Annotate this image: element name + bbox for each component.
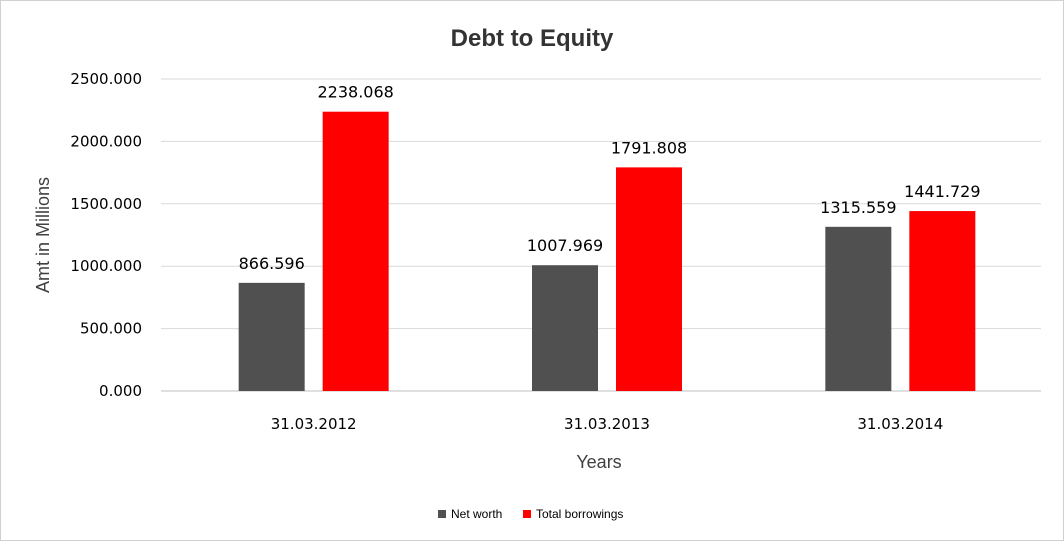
- bar: [909, 211, 976, 391]
- x-tick-label: 31.03.2013: [564, 415, 650, 433]
- data-label: 1791.808: [611, 138, 687, 157]
- bar: [322, 111, 389, 391]
- data-label: 2238.068: [317, 83, 393, 102]
- legend-entry: Total borrowings: [536, 507, 623, 521]
- bars: [238, 111, 976, 391]
- bar: [532, 265, 598, 391]
- bar: [825, 226, 892, 391]
- bar: [616, 167, 682, 391]
- y-tick-label: 0.000: [99, 382, 142, 400]
- chart-title: Debt to Equity: [451, 25, 614, 52]
- y-tick-label: 1000.000: [70, 257, 142, 275]
- data-label: 866.596: [239, 254, 305, 273]
- gridlines: [161, 78, 1041, 392]
- data-label: 1315.559: [820, 198, 896, 217]
- legend-swatch: [438, 510, 446, 518]
- data-label: 1007.969: [527, 236, 603, 255]
- legend-swatch: [523, 510, 531, 518]
- x-axis-title: Years: [576, 452, 621, 472]
- x-axis-ticks: 31.03.2012 31.03.2013 31.03.2014: [271, 415, 944, 433]
- y-tick-label: 500.000: [80, 320, 142, 338]
- x-tick-label: 31.03.2012: [271, 415, 357, 433]
- data-labels: 866.596 2238.068 1007.969 1791.808 1315.559 1…: [239, 83, 981, 273]
- data-label: 1441.729: [904, 182, 980, 201]
- legend: Net worth Total borrowings: [438, 507, 623, 521]
- legend-entry: Net worth: [451, 507, 502, 521]
- y-tick-label: 2500.000: [70, 70, 142, 88]
- y-tick-label: 1500.000: [70, 195, 142, 213]
- bar: [238, 282, 305, 391]
- y-axis-title: Amt in Millions: [33, 177, 53, 293]
- x-tick-label: 31.03.2014: [857, 415, 943, 433]
- y-axis-ticks: 0.000 500.000 1000.000 1500.000 2000.000 2500…: [70, 70, 142, 400]
- y-tick-label: 2000.000: [70, 132, 142, 150]
